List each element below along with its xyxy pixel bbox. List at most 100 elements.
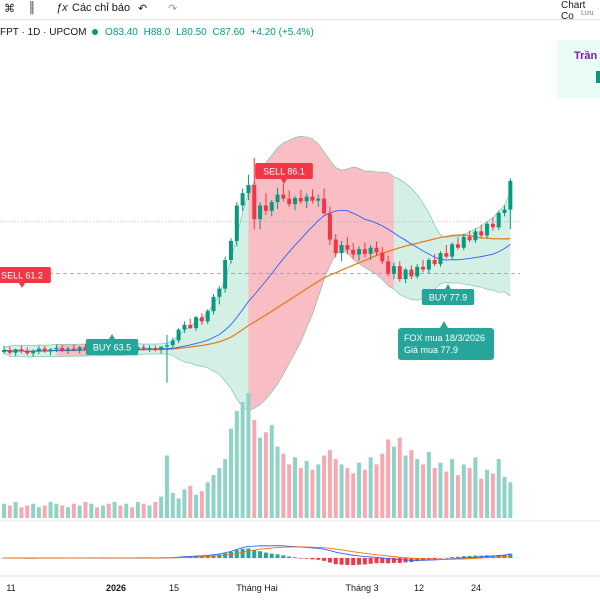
candle-body xyxy=(357,249,362,255)
candle-body xyxy=(263,205,268,211)
candle-body xyxy=(77,347,82,350)
volume-bar xyxy=(496,459,501,518)
sell-signal-label-text: SELL 86.1 xyxy=(263,167,305,177)
macd-histogram-bar xyxy=(298,558,303,559)
volume-bar xyxy=(130,507,135,518)
candle-body xyxy=(287,198,292,205)
volume-bar xyxy=(176,498,181,518)
candle-body xyxy=(164,345,169,347)
volume-bar xyxy=(211,475,216,518)
symbol-line[interactable]: FPT · 1D · UPCOM xyxy=(0,27,87,38)
chart-title[interactable]: Chart Co xyxy=(561,0,586,22)
volume-bar xyxy=(7,505,12,518)
macd-histogram-bar xyxy=(287,556,292,558)
candle-body xyxy=(281,194,286,199)
candle-body xyxy=(322,198,327,214)
candle-body xyxy=(368,247,373,254)
volume-bar xyxy=(304,460,309,518)
volume-bar xyxy=(246,393,251,518)
sell-signal-label: SELL 86.1 xyxy=(255,163,313,184)
macd-histogram-bar xyxy=(362,558,367,565)
macd-histogram-bar xyxy=(327,558,332,563)
volume-bar xyxy=(31,503,36,518)
sell-signal-label-pointer xyxy=(19,283,25,288)
candle-body xyxy=(455,244,460,248)
fx-icon[interactable]: ƒx xyxy=(56,2,68,14)
candle-body xyxy=(170,340,175,346)
candle-body xyxy=(182,324,187,330)
macd-histogram-bar xyxy=(467,555,472,558)
volume-bar xyxy=(467,468,472,518)
indicators-button[interactable]: Các chỉ báo xyxy=(72,2,131,14)
macd-histogram-bar xyxy=(252,550,257,558)
volume-bar xyxy=(485,469,490,518)
candle-body xyxy=(502,209,507,213)
callout-bg xyxy=(398,328,494,360)
volume-bar xyxy=(60,505,65,518)
candle-body xyxy=(409,269,414,277)
sell-signal-label-bg xyxy=(0,267,51,283)
macd-histogram-bar xyxy=(333,558,338,565)
volume-bar xyxy=(66,507,71,518)
volume-bar xyxy=(252,419,257,518)
candle-body xyxy=(397,266,402,280)
volume-bar xyxy=(19,507,24,518)
overlay-badge[interactable]: Trần xyxy=(558,40,600,98)
macd-histogram-bar xyxy=(368,558,373,564)
volume-bar xyxy=(188,485,193,518)
trade-callout: FOX mua 18/3/2026 Giá mua 77.9 xyxy=(398,321,494,360)
macd-histogram-bar xyxy=(263,552,268,558)
volume-bar xyxy=(194,494,199,518)
macd-signal-line xyxy=(3,546,511,560)
undo-icon[interactable]: ↶ xyxy=(138,3,148,15)
candle-body xyxy=(141,347,146,349)
candle-body xyxy=(7,350,12,353)
candle-body xyxy=(316,198,321,201)
x-axis-tick-label: 24 xyxy=(471,583,481,593)
candle-body xyxy=(467,236,472,241)
x-axis-tick-label: 11 xyxy=(6,583,15,593)
macd-histogram-bar xyxy=(508,553,513,558)
volume-bar xyxy=(228,428,233,518)
volume-bar xyxy=(380,453,385,518)
volume-bar xyxy=(351,473,356,518)
volume-bar xyxy=(421,464,426,518)
volume-bar xyxy=(100,505,105,518)
volume-bar xyxy=(357,462,362,518)
save-label[interactable]: Lưu xyxy=(581,10,594,17)
volume-bar xyxy=(281,453,286,518)
candle-body xyxy=(25,351,30,354)
volume-bar xyxy=(293,457,297,518)
volume-bar xyxy=(508,482,513,518)
callout-line2: Giá mua 77.9 xyxy=(404,345,458,355)
volume-bar xyxy=(269,425,274,518)
volume-bar xyxy=(479,478,484,518)
sell-signal-label-pointer xyxy=(281,179,287,184)
candle-body xyxy=(508,180,513,210)
buy-signal-label-text: BUY 77.9 xyxy=(429,293,467,303)
candle-body xyxy=(485,223,490,236)
volume-bar xyxy=(473,457,478,518)
volume-bar xyxy=(48,501,53,518)
x-axis-tick-label: Tháng 3 xyxy=(345,583,378,593)
volume-bar xyxy=(403,455,408,518)
buy-signal-label-bg xyxy=(421,289,475,305)
buy-signal-label-bg xyxy=(85,339,139,355)
candle-body xyxy=(31,350,36,354)
redo-icon[interactable]: ↷ xyxy=(168,3,178,15)
volume-bar xyxy=(71,503,76,518)
macd-histogram-bar xyxy=(258,551,263,558)
candles-icon[interactable]: ║ xyxy=(28,2,36,14)
callout-pointer xyxy=(440,321,448,328)
volume-bar xyxy=(77,505,82,518)
macd-histogram-bar xyxy=(391,558,396,563)
volume-bar xyxy=(490,473,495,518)
volume-bar xyxy=(124,503,129,518)
volume-bar xyxy=(455,475,460,518)
candle-body xyxy=(391,266,396,274)
volume-bar xyxy=(199,491,204,518)
candle-body xyxy=(36,348,41,351)
indicators-icon[interactable]: ⌘ xyxy=(4,3,15,15)
candle-body xyxy=(415,266,420,277)
